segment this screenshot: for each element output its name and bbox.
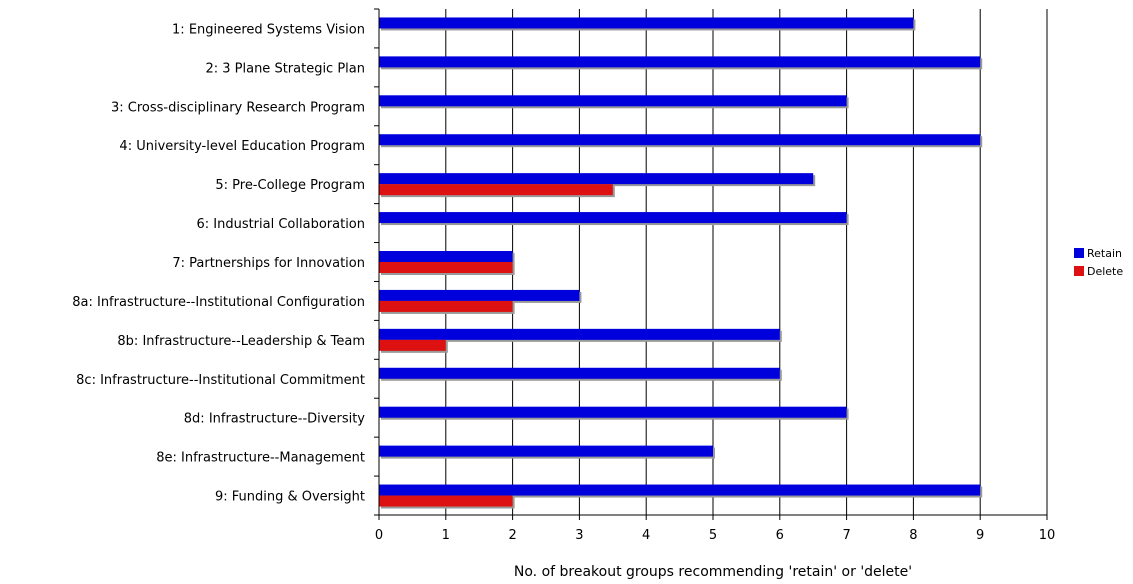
category-label: 6: Industrial Collaboration	[196, 217, 365, 232]
category-label: 8a: Infrastructure--Institutional Config…	[72, 295, 365, 310]
bar-delete	[379, 495, 513, 507]
category-label: 8c: Infrastructure--Institutional Commit…	[76, 373, 365, 388]
category-label: 2: 3 Plane Strategic Plan	[205, 61, 365, 76]
x-tick-label: 10	[1039, 528, 1056, 543]
bar-retain	[379, 328, 780, 340]
axes	[374, 8, 1048, 520]
category-label: 7: Partnerships for Innovation	[172, 256, 365, 271]
category-labels: 1: Engineered Systems Vision 2: 3 Plane S…	[72, 22, 365, 504]
bar-delete	[379, 339, 446, 351]
x-tick-label: 7	[842, 528, 850, 543]
category-label: 8e: Infrastructure--Management	[156, 451, 365, 466]
category-label: 5: Pre-College Program	[215, 178, 365, 193]
bar-retain	[379, 367, 780, 379]
category-label: 9: Funding & Oversight	[215, 490, 365, 505]
legend-swatch-delete	[1074, 266, 1084, 276]
x-axis-title: No. of breakout groups recommending 'ret…	[514, 564, 912, 580]
category-label: 8d: Infrastructure--Diversity	[184, 412, 366, 427]
bar-retain	[379, 134, 981, 146]
bar-retain	[379, 289, 580, 301]
category-label: 8b: Infrastructure--Leadership & Team	[117, 334, 365, 349]
bar-retain	[379, 17, 914, 29]
bar-delete	[379, 300, 513, 312]
bars	[379, 17, 983, 509]
x-tick-label: 1	[442, 528, 450, 543]
x-tick-label: 3	[575, 528, 583, 543]
legend-label-delete: Delete	[1087, 265, 1123, 278]
x-tick-label: 0	[375, 528, 383, 543]
bar-retain	[379, 56, 981, 68]
bar-retain	[379, 251, 513, 262]
bar-delete	[379, 262, 513, 273]
bar-retain	[379, 212, 847, 224]
x-tick-label: 9	[976, 528, 984, 543]
x-tick-label: 5	[709, 528, 717, 543]
bar-retain	[379, 484, 981, 496]
grid-lines	[445, 9, 1048, 515]
bar-retain	[379, 95, 847, 107]
x-tick-labels: 0 1 2 3 4 5 6 7 8 9 10	[375, 528, 1055, 543]
category-label: 1: Engineered Systems Vision	[172, 22, 365, 37]
bar-retain	[379, 406, 847, 418]
x-tick-label: 4	[642, 528, 650, 543]
bar-delete	[379, 184, 613, 196]
category-label: 4: University-level Education Program	[119, 139, 365, 154]
legend-label-retain: Retain	[1087, 247, 1122, 260]
bar-retain	[379, 173, 814, 185]
legend: Retain Delete	[1074, 247, 1123, 278]
x-tick-label: 6	[776, 528, 784, 543]
bar-retain	[379, 445, 713, 457]
x-tick-label: 8	[909, 528, 917, 543]
legend-swatch-retain	[1074, 248, 1084, 258]
category-label: 3: Cross-disciplinary Research Program	[111, 100, 365, 115]
x-tick-label: 2	[508, 528, 516, 543]
